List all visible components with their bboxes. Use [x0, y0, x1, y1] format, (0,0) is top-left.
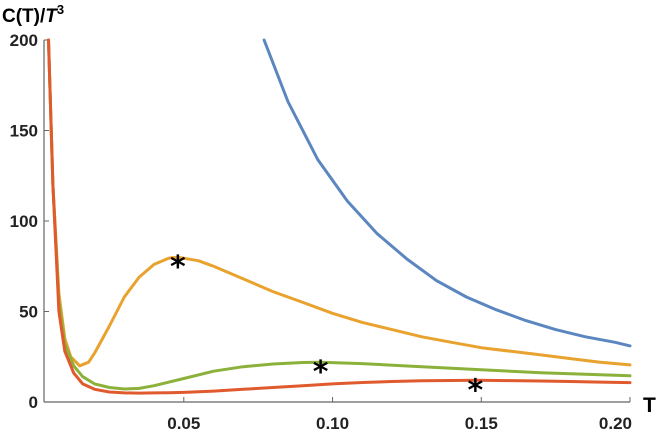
axes: [43, 39, 631, 403]
y-axis-title-main: C(T)/: [2, 6, 46, 27]
y-tick-label: 150: [10, 122, 38, 141]
marker-layer: * * *: [170, 250, 483, 408]
tick-layer: 0 50 100 150 200 0.05 0.10 0.15 0.20: [10, 31, 632, 433]
series-line-1: [262, 38, 632, 348]
y-axis-title: C(T)/T3: [2, 2, 64, 27]
series-line-2: [47, 38, 632, 368]
y-axis-title-italic: T: [45, 6, 58, 27]
peak-marker: *: [467, 373, 483, 408]
x-tick-label: 0.10: [316, 414, 349, 433]
series-layer: [47, 38, 632, 395]
x-tick-label: 0.15: [465, 414, 498, 433]
y-tick-label: 0: [29, 393, 38, 412]
y-tick-label: 200: [10, 31, 38, 50]
series-line-4: [47, 38, 632, 395]
y-tick-label: 50: [19, 303, 38, 322]
x-axis-title: T: [643, 394, 656, 417]
x-tick-label: 0.20: [599, 414, 632, 433]
peak-marker: *: [313, 355, 329, 390]
y-tick-label: 100: [10, 212, 38, 231]
y-axis-title-sup: 3: [57, 2, 64, 17]
series-line-3: [47, 38, 632, 391]
peak-marker: *: [170, 250, 186, 285]
x-tick-label: 0.05: [167, 414, 200, 433]
